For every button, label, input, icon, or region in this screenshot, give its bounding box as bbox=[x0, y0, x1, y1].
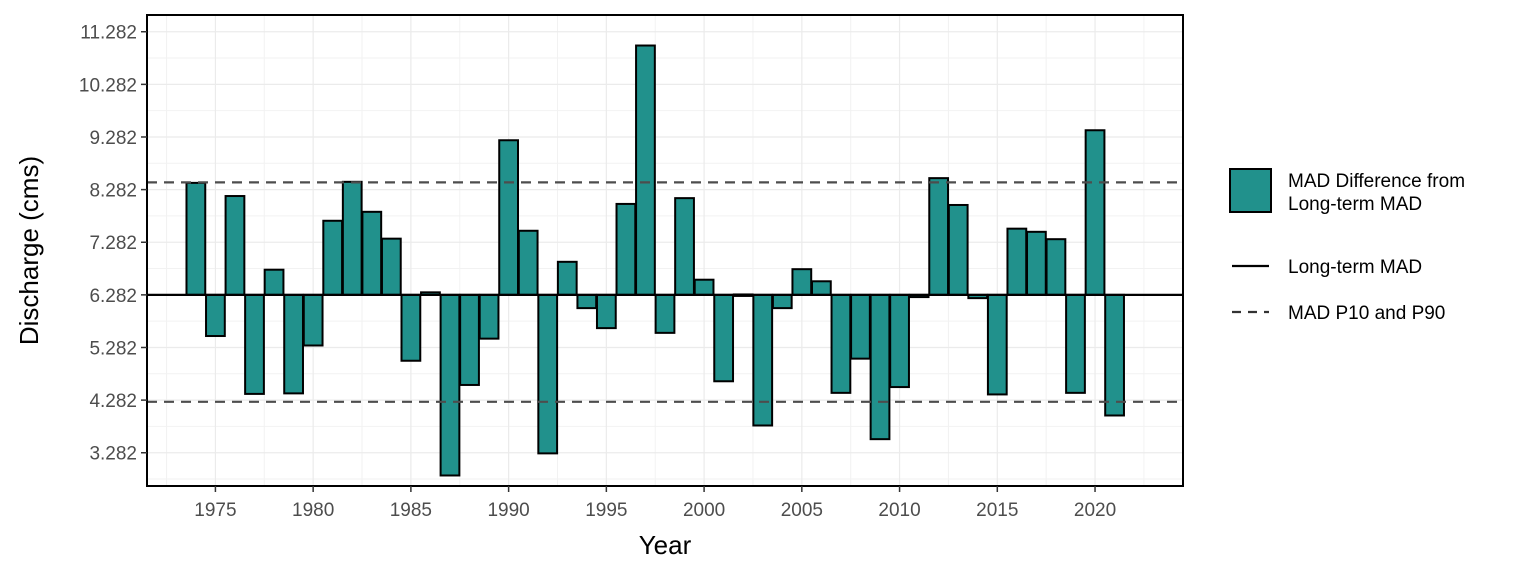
y-tick-label: 8.282 bbox=[89, 181, 137, 202]
bar bbox=[205, 293, 226, 338]
bar bbox=[244, 293, 265, 395]
bar bbox=[928, 177, 950, 296]
bar bbox=[400, 293, 422, 362]
bar bbox=[302, 293, 324, 347]
x-tick-label: 1985 bbox=[390, 500, 432, 521]
plot-panel-border bbox=[146, 14, 1184, 487]
bar bbox=[713, 293, 735, 383]
bar bbox=[459, 293, 480, 386]
bar bbox=[654, 293, 676, 334]
bar bbox=[1006, 227, 1028, 296]
bar bbox=[283, 293, 304, 395]
bar bbox=[361, 210, 383, 296]
legend-label-bar: MAD Difference from bbox=[1288, 171, 1465, 192]
y-tick-label: 7.282 bbox=[89, 233, 137, 254]
bar bbox=[869, 293, 891, 441]
bar bbox=[1065, 293, 1086, 394]
y-axis: 3.282 4.282 5.282 6.282 7.282 8.282 9.282 10.28… bbox=[79, 23, 147, 465]
x-axis: 1975 1980 1985 1990 1995 2000 2005 2010 2015 2020 bbox=[194, 486, 1116, 521]
bar bbox=[439, 293, 461, 477]
bar bbox=[635, 44, 656, 296]
x-tick-label: 1995 bbox=[585, 500, 627, 521]
bar bbox=[850, 293, 871, 360]
bar bbox=[674, 197, 695, 296]
bar bbox=[185, 181, 207, 296]
x-tick-label: 2010 bbox=[878, 500, 920, 521]
bar bbox=[810, 280, 832, 296]
legend-label-percentiles: MAD P10 and P90 bbox=[1288, 303, 1445, 324]
y-tick-label: 6.282 bbox=[89, 286, 137, 307]
legend-key-bar bbox=[1229, 168, 1272, 213]
y-tick-label: 9.282 bbox=[89, 128, 137, 149]
bar bbox=[537, 293, 559, 455]
bar bbox=[576, 293, 598, 310]
y-axis-title: Discharge (cms) bbox=[14, 156, 44, 345]
bar bbox=[615, 202, 637, 296]
bar bbox=[322, 219, 344, 296]
bar bbox=[380, 237, 402, 296]
reference-lines bbox=[147, 181, 1183, 403]
bar bbox=[498, 139, 520, 296]
y-tick-label: 10.282 bbox=[79, 75, 137, 96]
bar bbox=[752, 293, 774, 427]
y-tick-label: 4.282 bbox=[89, 391, 137, 412]
bar bbox=[1084, 129, 1106, 296]
x-tick-label: 2000 bbox=[683, 500, 725, 521]
bar bbox=[1104, 293, 1125, 417]
bar bbox=[771, 293, 793, 310]
legend-label-long-term-mad: Long-term MAD bbox=[1288, 257, 1422, 278]
y-tick-label: 5.282 bbox=[89, 338, 137, 359]
x-tick-label: 2015 bbox=[976, 500, 1018, 521]
bar bbox=[1026, 230, 1047, 296]
bar bbox=[517, 229, 539, 296]
x-tick-label: 1990 bbox=[487, 500, 529, 521]
bar bbox=[556, 260, 578, 296]
bar bbox=[341, 180, 363, 296]
x-tick-label: 1980 bbox=[292, 500, 334, 521]
x-tick-label: 2005 bbox=[781, 500, 823, 521]
bar bbox=[1045, 238, 1067, 296]
bar bbox=[889, 293, 910, 389]
bar bbox=[478, 293, 500, 340]
bar bbox=[693, 278, 715, 296]
x-tick-label: 1975 bbox=[194, 500, 236, 521]
x-tick-label: 2020 bbox=[1074, 500, 1116, 521]
bar bbox=[224, 195, 246, 296]
y-tick-label: 3.282 bbox=[89, 444, 137, 465]
bar bbox=[263, 268, 285, 296]
x-axis-title: Year bbox=[639, 530, 692, 560]
bar bbox=[791, 268, 813, 296]
bar bbox=[947, 203, 969, 296]
y-tick-label: 11.282 bbox=[80, 23, 137, 44]
legend-label-bar: Long-term MAD bbox=[1288, 194, 1422, 215]
bar bbox=[830, 293, 852, 394]
bar bbox=[986, 293, 1008, 396]
bar bbox=[595, 293, 617, 330]
